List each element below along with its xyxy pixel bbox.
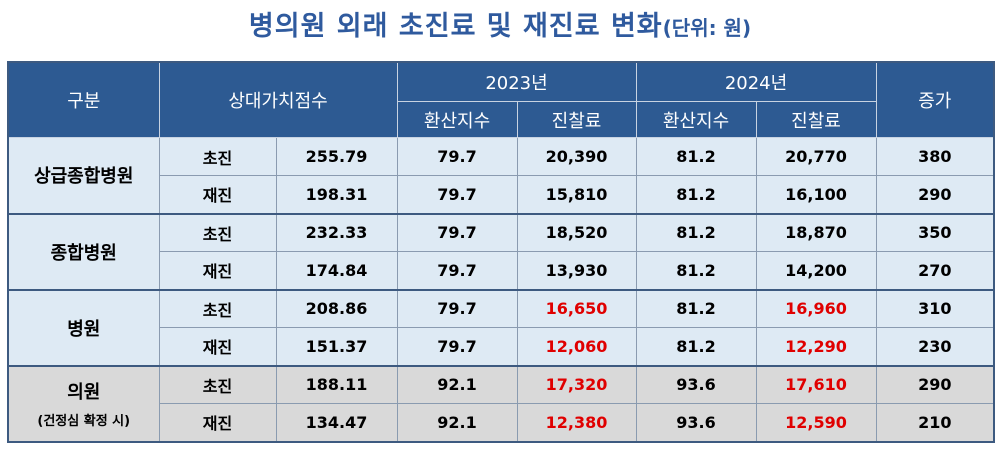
increase-value: 380 bbox=[875, 137, 995, 176]
table-row: 재진 174.84 79.7 13,930 81.2 14,200 270 bbox=[8, 251, 995, 290]
conversion-2024: 93.6 bbox=[635, 403, 757, 442]
header-relative-value: 상대가치점수 bbox=[158, 61, 398, 138]
visit-type: 재진 bbox=[158, 251, 277, 290]
fee-2024: 14,200 bbox=[755, 251, 877, 290]
relative-points: 255.79 bbox=[275, 137, 398, 176]
relative-points: 208.86 bbox=[275, 288, 398, 328]
table-row: 재진 198.31 79.7 15,810 81.2 16,100 290 bbox=[8, 175, 995, 214]
group-label: 상급종합병원 bbox=[7, 137, 160, 214]
table-row: 재진 134.47 92.1 12,380 93.6 12,590 210 bbox=[8, 403, 995, 442]
increase-value: 210 bbox=[875, 403, 995, 442]
header-conversion-index-2024: 환산지수 bbox=[635, 101, 757, 138]
conversion-2023: 92.1 bbox=[396, 403, 518, 442]
fee-2023: 20,390 bbox=[516, 137, 637, 176]
increase-value: 270 bbox=[875, 251, 995, 290]
conversion-2024: 81.2 bbox=[635, 251, 757, 290]
relative-points: 232.33 bbox=[275, 212, 398, 252]
increase-value: 230 bbox=[875, 327, 995, 366]
table-row: 상급종합병원 초진 255.79 79.7 20,390 81.2 20,770… bbox=[7, 137, 995, 214]
header-conversion-index-2023: 환산지수 bbox=[396, 101, 518, 138]
group-name: 상급종합병원 bbox=[34, 166, 134, 188]
header-year-2024: 2024년 bbox=[635, 61, 877, 102]
group-name: 병원 bbox=[67, 318, 101, 340]
increase-value: 350 bbox=[875, 212, 995, 252]
relative-points: 134.47 bbox=[275, 403, 398, 442]
conversion-2024: 81.2 bbox=[635, 327, 757, 366]
increase-value: 310 bbox=[875, 288, 995, 328]
header-increase: 증가 bbox=[875, 61, 995, 138]
header-year-2023: 2023년 bbox=[396, 61, 637, 102]
increase-value: 290 bbox=[875, 175, 995, 214]
table-row: 종합병원 초진 232.33 79.7 18,520 81.2 18,870 3… bbox=[7, 212, 995, 290]
visit-type: 재진 bbox=[158, 327, 277, 366]
relative-points: 151.37 bbox=[275, 327, 398, 366]
visit-type: 초진 bbox=[158, 364, 277, 404]
increase-value: 290 bbox=[875, 364, 995, 404]
conversion-2024: 81.2 bbox=[635, 175, 757, 214]
conversion-2023: 79.7 bbox=[396, 288, 518, 328]
fee-2024: 17,610 bbox=[755, 364, 877, 404]
relative-points: 198.31 bbox=[275, 175, 398, 214]
conversion-2024: 81.2 bbox=[635, 137, 757, 176]
group-label: 병원 bbox=[7, 288, 160, 366]
conversion-2024: 81.2 bbox=[635, 212, 757, 252]
visit-type: 재진 bbox=[158, 403, 277, 442]
fee-2023: 12,060 bbox=[516, 327, 637, 366]
fee-2023: 16,650 bbox=[516, 288, 637, 328]
conversion-2023: 92.1 bbox=[396, 364, 518, 404]
relative-points: 174.84 bbox=[275, 251, 398, 290]
fee-2023: 13,930 bbox=[516, 251, 637, 290]
conversion-2023: 79.7 bbox=[396, 251, 518, 290]
table-row: 재진 151.37 79.7 12,060 81.2 12,290 230 bbox=[8, 327, 995, 366]
group-note: (건정심 확정 시) bbox=[37, 414, 131, 429]
group-name: 종합병원 bbox=[50, 242, 117, 264]
fee-2024: 16,960 bbox=[755, 288, 877, 328]
conversion-2023: 79.7 bbox=[396, 175, 518, 214]
fee-2023: 18,520 bbox=[516, 212, 637, 252]
fee-2024: 12,590 bbox=[755, 403, 877, 442]
table-row: 병원 초진 208.86 79.7 16,650 81.2 16,960 310 bbox=[7, 288, 995, 366]
fee-2024: 20,770 bbox=[755, 137, 877, 176]
fee-2024: 18,870 bbox=[755, 212, 877, 252]
fee-table: 구분 상대가치점수 2023년 2024년 증가 환산지수 진찰료 환산지수 진… bbox=[7, 61, 996, 443]
title-main: 병의원 외래 초진료 및 재진료 변화 bbox=[248, 11, 663, 42]
page-title: 병의원 외래 초진료 및 재진료 변화(단위: 원) bbox=[0, 4, 1000, 43]
visit-type: 초진 bbox=[158, 137, 277, 176]
relative-points: 188.11 bbox=[275, 364, 398, 404]
fee-2024: 16,100 bbox=[755, 175, 877, 214]
header-fee-2024: 진찰료 bbox=[755, 101, 877, 138]
fee-2023: 17,320 bbox=[516, 364, 637, 404]
visit-type: 재진 bbox=[158, 175, 277, 214]
header-fee-2023: 진찰료 bbox=[516, 101, 637, 138]
group-label: 의원 (건정심 확정 시) bbox=[7, 364, 160, 442]
visit-type: 초진 bbox=[158, 212, 277, 252]
table-row: 의원 (건정심 확정 시) 초진 188.11 92.1 17,320 93.6 … bbox=[7, 364, 995, 442]
conversion-2024: 81.2 bbox=[635, 288, 757, 328]
conversion-2023: 79.7 bbox=[396, 327, 518, 366]
fee-2023: 12,380 bbox=[516, 403, 637, 442]
group-name: 의원 bbox=[67, 382, 101, 403]
visit-type: 초진 bbox=[158, 288, 277, 328]
fee-2023: 15,810 bbox=[516, 175, 637, 214]
conversion-2023: 79.7 bbox=[396, 212, 518, 252]
conversion-2023: 79.7 bbox=[396, 137, 518, 176]
header-category: 구분 bbox=[7, 61, 160, 138]
title-unit: (단위: 원) bbox=[662, 16, 752, 40]
conversion-2024: 93.6 bbox=[635, 364, 757, 404]
fee-2024: 12,290 bbox=[755, 327, 877, 366]
group-label: 종합병원 bbox=[7, 212, 160, 290]
